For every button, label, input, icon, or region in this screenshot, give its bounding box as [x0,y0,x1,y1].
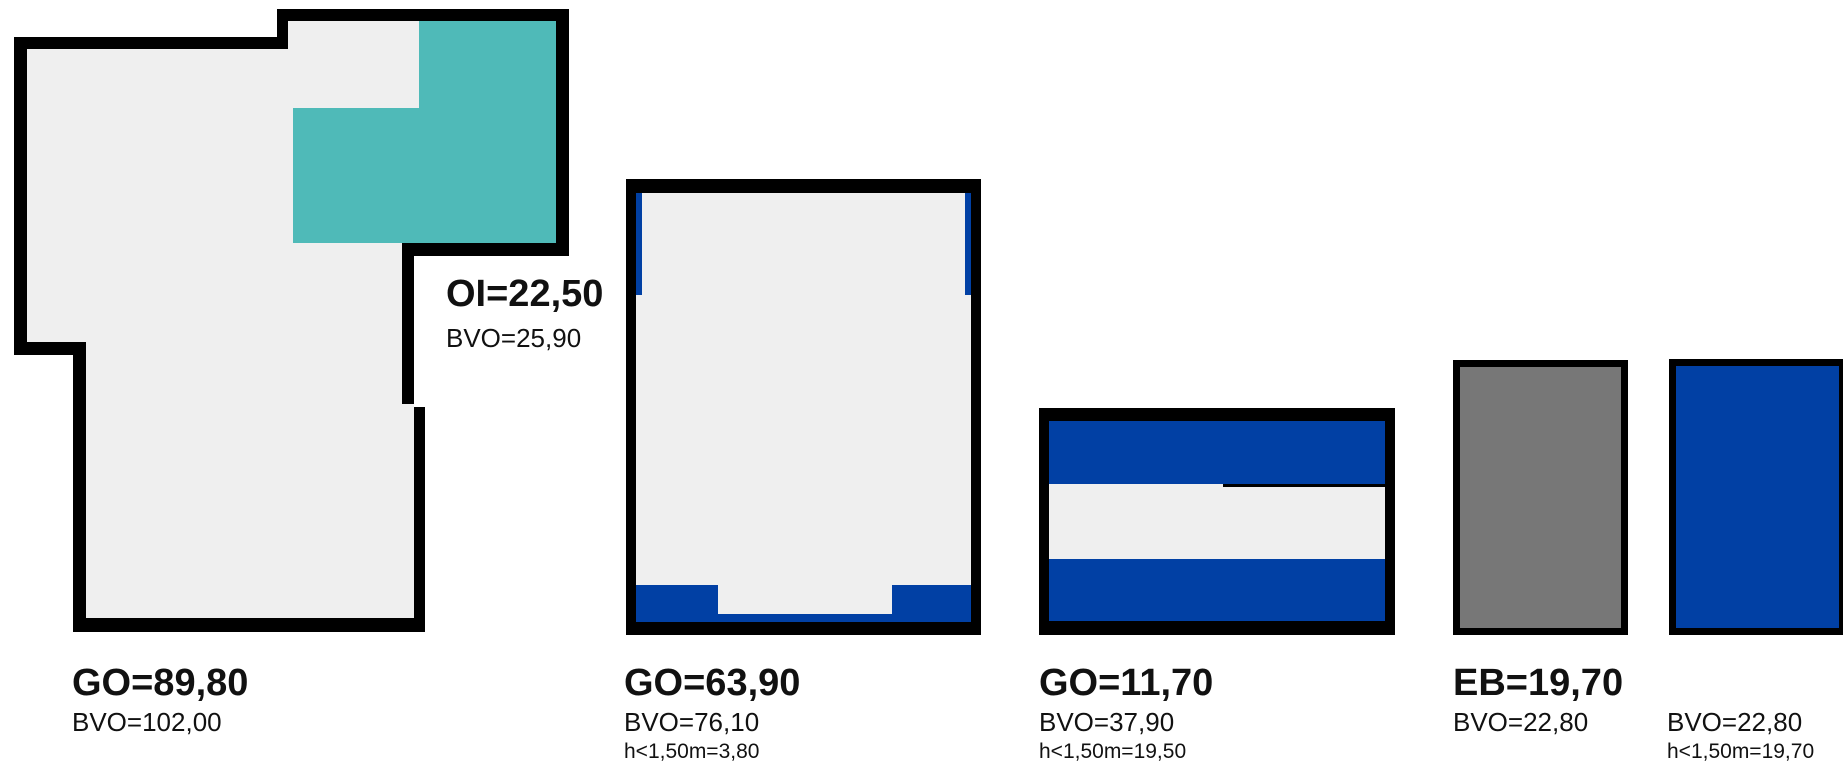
unit5-plan [1669,359,1843,635]
unit1-sub-bvo: BVO=25,90 [446,323,582,353]
unit4-title: EB=19,70 [1453,662,1624,704]
unit2-low-right [965,193,971,295]
unit3-plan [1039,408,1395,635]
unit2-low-bottom-right [892,585,971,622]
unit5-fill [1676,366,1839,628]
unit2-low-height: h<1,50m=3,80 [624,740,760,763]
unit1-teal-area [293,21,556,243]
unit3-bvo: BVO=37,90 [1039,707,1175,737]
unit3-divider [1223,484,1385,487]
unit3-low-height: h<1,50m=19,50 [1039,740,1187,763]
unit2-bvo: BVO=76,10 [624,707,760,737]
unit2-low-bottom-left [636,585,718,622]
unit3-band-top [1049,421,1385,484]
unit2-floor [636,193,971,622]
unit4-plan [1453,360,1628,635]
unit2-low-bottom-mid [718,614,892,622]
unit3-title: GO=11,70 [1039,662,1214,704]
unit1-title: GO=89,80 [72,662,249,704]
unit4-fill [1460,367,1621,628]
unit2-plan [626,179,981,635]
unit2-title: GO=63,90 [624,662,801,704]
unit5-low-height: h<1,50m=19,70 [1667,740,1815,763]
unit2-low-left [636,193,642,295]
unit1-plan [14,9,569,632]
unit1-bvo: BVO=102,00 [72,707,222,737]
unit5-bvo: BVO=22,80 [1667,707,1803,737]
unit4-bvo: BVO=22,80 [1453,707,1589,737]
unit1-sub-title: OI=22,50 [446,273,604,315]
unit3-band-bottom [1049,559,1385,621]
